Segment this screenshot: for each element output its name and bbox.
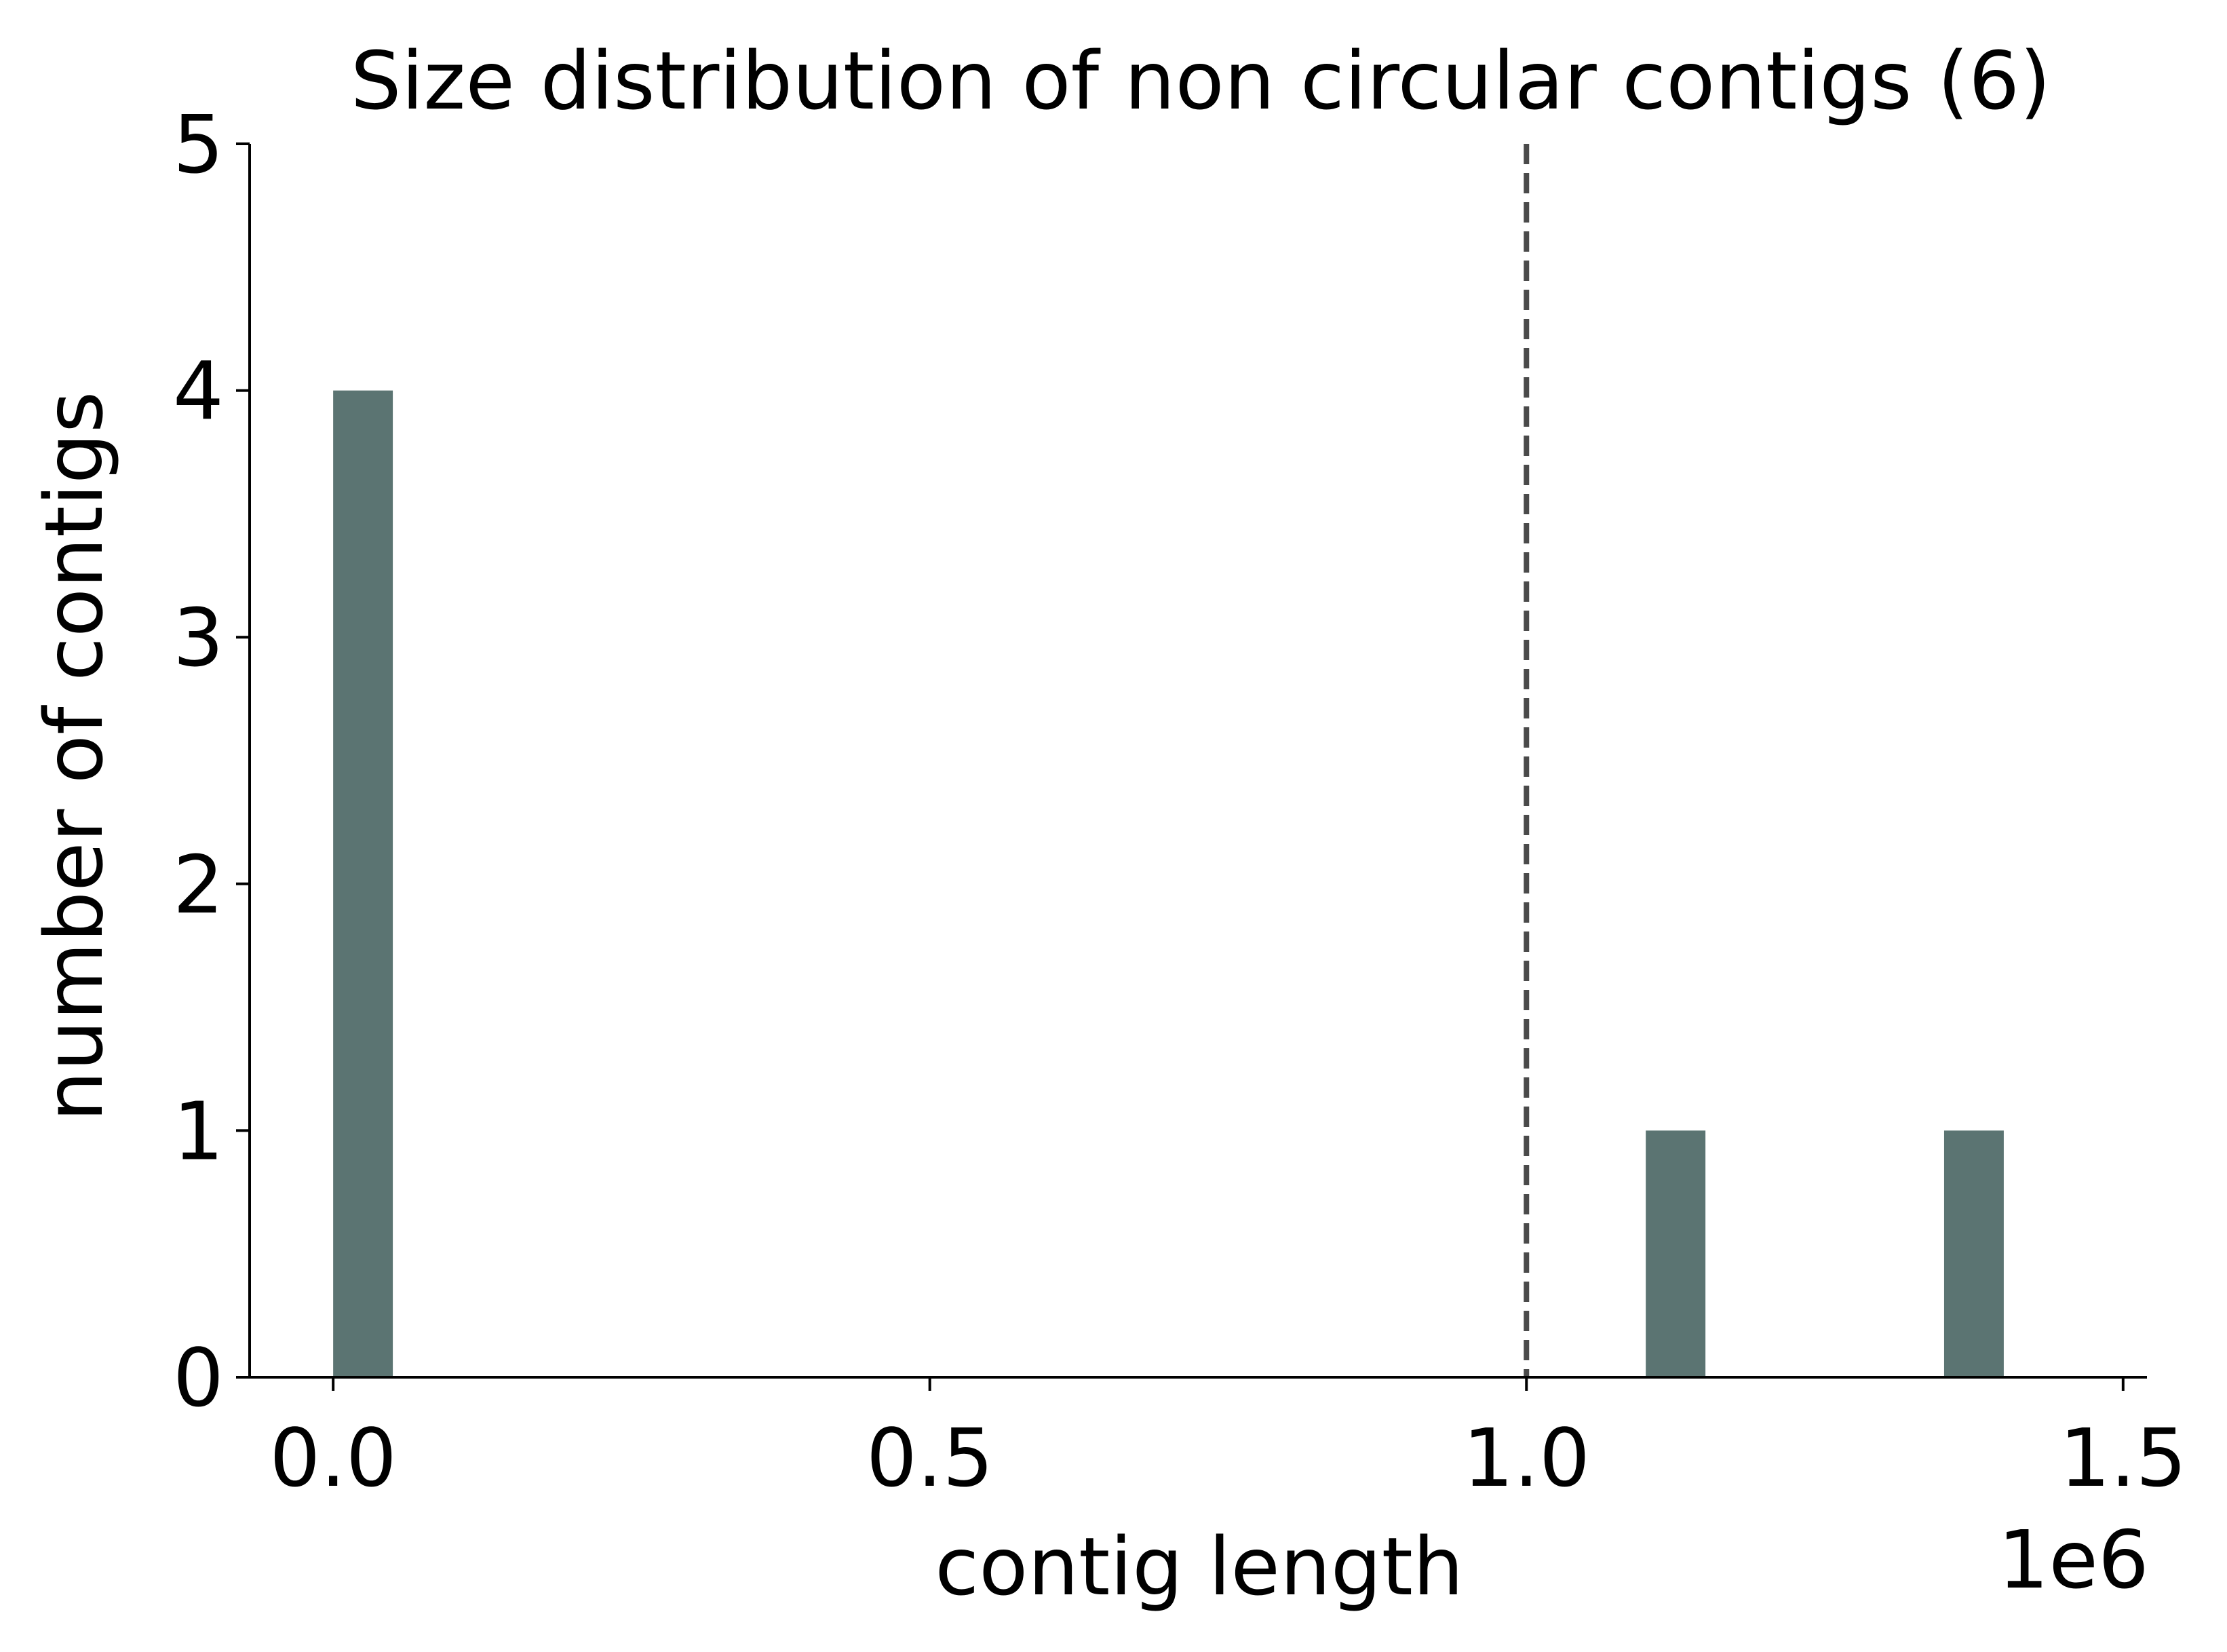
x-tick-label: 0.5 (866, 1411, 994, 1505)
y-tick-label: 0 (173, 1331, 224, 1425)
y-axis-label: number of contigs (27, 391, 121, 1122)
y-ticks-layer: 0 1 2 3 4 5 (173, 98, 250, 1425)
histogram-bar (1646, 1130, 1706, 1377)
x-axis-label: contig length (935, 1520, 1463, 1613)
y-tick-label: 5 (173, 98, 224, 191)
x-tick-label: 1.0 (1463, 1411, 1590, 1505)
x-offset-label: 1e6 (1998, 1513, 2149, 1607)
y-tick-label: 2 (173, 838, 224, 931)
chart-title: Size distribution of non circular contig… (351, 34, 2051, 128)
bars-layer (333, 390, 2004, 1377)
x-ticks-layer: 0.0 0.5 1.0 1.5 (269, 1377, 2187, 1505)
x-tick-label: 0.0 (269, 1411, 397, 1505)
y-tick-label: 1 (173, 1084, 224, 1178)
y-tick-label: 4 (173, 345, 224, 438)
x-tick-label: 1.5 (2059, 1411, 2187, 1505)
y-tick-label: 3 (173, 591, 224, 685)
histogram-bar (1943, 1130, 2004, 1377)
histogram-bar (333, 390, 393, 1377)
